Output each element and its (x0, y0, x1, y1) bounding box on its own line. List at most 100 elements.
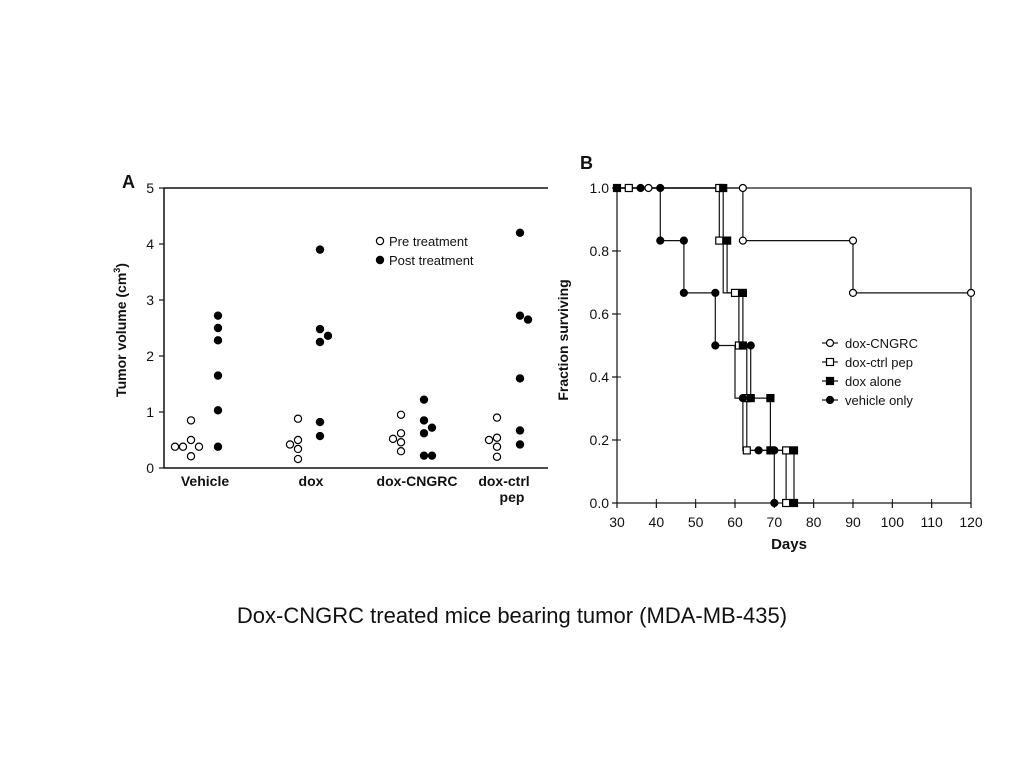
panel-a-point (186, 435, 196, 445)
panel-a-legend-label: Pre treatment (389, 234, 468, 249)
panel-b-legend-marker (825, 338, 835, 348)
panel-b-y-tick-label: 0.6 (590, 306, 610, 322)
panel-a-y-tick-label: 5 (146, 180, 154, 196)
panel-a-legend-marker (375, 236, 385, 246)
panel-b-x-ticks: 30 40 50 60 70 80 90 100 110 120 (609, 499, 983, 530)
panel-b-y-tick-label: 0.4 (590, 369, 610, 385)
panel-a-point (492, 433, 502, 442)
panel-b-x-tick-label: 80 (806, 514, 822, 530)
panel-a-point (170, 442, 180, 451)
panel-b-markers (612, 183, 976, 508)
panel-b-legend-marker (825, 395, 835, 405)
panel-b-marker (738, 341, 747, 350)
panel-a-y-tick-label: 0 (146, 460, 154, 476)
panel-a-point (515, 374, 525, 383)
panel-b-marker (766, 394, 775, 403)
panel-a-point (492, 442, 502, 451)
panel-b-y-ticks: 0.0 0.2 0.4 0.6 0.8 1.0 (590, 180, 621, 511)
panel-a-y-tick-label: 3 (146, 292, 154, 308)
panel-b-marker (789, 498, 799, 508)
panel-a-point (523, 315, 533, 324)
panel-a-y-axis-label: Tumor volume (cm3) (112, 263, 129, 397)
panel-b-x-tick-label: 100 (881, 514, 905, 530)
panel-a-point (315, 245, 325, 254)
panel-b-marker (789, 446, 799, 455)
panel-b-marker (711, 341, 720, 350)
panel-b-x-tick-label: 110 (921, 514, 944, 530)
panel-a-point (396, 410, 406, 419)
panel-b-y-tick-label: 0.0 (590, 495, 610, 511)
panel-a-point (484, 435, 494, 445)
panel-a-point (388, 434, 398, 444)
panel-a-point (213, 371, 223, 380)
panel-b-marker (738, 236, 747, 245)
panel-b-y-tick-label: 1.0 (590, 180, 610, 196)
panel-a-point (515, 440, 525, 449)
panel-b-marker (624, 183, 633, 193)
panel-a-point (396, 447, 406, 456)
panel-a-point (515, 311, 525, 320)
panel-a-point (419, 429, 429, 438)
panel-a-point (293, 414, 303, 423)
panel-b-x-tick-label: 120 (959, 514, 983, 530)
panel-b-marker (715, 236, 724, 245)
panel-b-legend-label: vehicle only (845, 393, 913, 408)
panel-a-category-label: dox-ctrl (478, 473, 529, 489)
figure-caption: Dox-CNGRC treated mice bearing tumor (MD… (236, 603, 788, 628)
panel-b-marker (679, 236, 688, 245)
panel-a-point (427, 423, 437, 432)
panel-b-marker (738, 288, 747, 297)
panel-a-label: A (122, 172, 135, 192)
panel-b-series-line (617, 187, 794, 504)
panel-b-marker (730, 288, 740, 297)
panel-b-marker (848, 288, 858, 297)
panel-b-marker (746, 394, 755, 403)
panel-b-marker (782, 446, 791, 455)
panel-a-point (186, 416, 196, 425)
panel-a-point (285, 440, 295, 449)
panel-b-x-tick-label: 90 (845, 514, 861, 530)
panel-b-y-axis-label: Fraction surviving (555, 279, 571, 400)
panel-b-marker (679, 288, 688, 297)
panel-a-point (515, 228, 525, 237)
panel-b-marker (711, 288, 720, 297)
panel-a-point (419, 416, 429, 425)
panel-a-point (396, 429, 406, 438)
panel-a-point (213, 323, 223, 333)
panel-a-point (293, 444, 303, 454)
panel-b-x-tick-label: 40 (649, 514, 665, 530)
panel-b-marker (966, 288, 976, 297)
panel-a-point (293, 454, 303, 464)
panel-a-point (213, 336, 223, 345)
panel-a-category-label: pep (500, 489, 525, 505)
panel-b-y-tick-label: 0.2 (590, 432, 610, 448)
panel-a-point (492, 413, 502, 422)
panel-b-marker (738, 183, 747, 193)
panel-a-legend: Pre treatment Post treatment (375, 234, 474, 268)
panel-a-legend-label: Post treatment (389, 253, 474, 268)
panel-a-point (315, 337, 325, 347)
panel-a-point (427, 451, 437, 460)
panel-b-marker (644, 183, 653, 193)
panel-b-legend-label: dox alone (845, 374, 901, 389)
panel-a-category-label: dox-CNGRC (377, 473, 458, 489)
panel-b-x-tick-label: 50 (688, 514, 704, 530)
panel-a-point (492, 452, 502, 461)
panel-a-y-label-part: ) (113, 263, 129, 268)
panel-a-point (186, 452, 196, 461)
panel-b-marker (742, 446, 751, 455)
panel-a-y-ticks: 0 1 2 3 4 5 (146, 180, 164, 476)
panel-b-marker (656, 236, 665, 245)
panel-a-point (315, 324, 325, 334)
panel-a-y-label-part: Tumor volume (cm (113, 273, 129, 397)
panel-a-category-label: Vehicle (181, 473, 229, 489)
panel-b-marker (612, 183, 622, 193)
panel-a-point (515, 426, 525, 435)
panel-a-point (419, 395, 429, 404)
panel-a-point (213, 406, 223, 415)
panel-a-legend-marker (375, 255, 385, 265)
panel-b-marker (848, 236, 858, 245)
panel-a-point (419, 451, 429, 460)
panel-a-category-label: dox (299, 473, 324, 489)
